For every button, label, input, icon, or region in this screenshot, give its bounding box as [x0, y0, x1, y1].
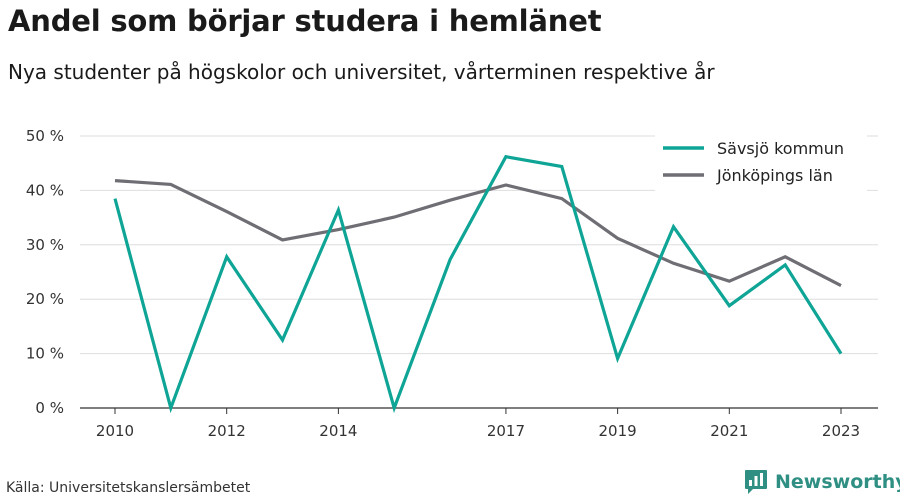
- series-line-1: [114, 179, 842, 288]
- source-note: Källa: Universitetskanslersämbetet: [6, 480, 251, 496]
- y-tick-label: 0 %: [35, 399, 64, 417]
- y-tick-label: 20 %: [26, 290, 64, 308]
- x-tick-label: 2010: [96, 422, 134, 440]
- newsworthy-logo-icon: [745, 470, 767, 494]
- x-tick-label: 2019: [599, 422, 637, 440]
- chart-title: Andel som börjar studera i hemlänet: [8, 4, 602, 38]
- x-tick-label: 2017: [487, 422, 525, 440]
- brand-name: Newsworthy: [775, 471, 900, 493]
- y-tick-label: 50 %: [26, 127, 64, 145]
- y-tick-label: 40 %: [26, 181, 64, 199]
- brand-logo: Newsworthy: [744, 469, 900, 495]
- series-line-0: [113, 154, 843, 414]
- x-tick-label: 2014: [319, 422, 357, 440]
- legend-background: [655, 127, 867, 192]
- y-tick-label: 10 %: [26, 345, 64, 363]
- x-tick-label: 2012: [208, 422, 246, 440]
- legend-label: Jönköpings län: [716, 166, 833, 185]
- chart-subtitle: Nya studenter på högskolor och universit…: [8, 60, 715, 84]
- y-tick-label: 30 %: [26, 236, 64, 254]
- x-tick-label: 2021: [710, 422, 748, 440]
- x-tick-label: 2023: [822, 422, 860, 440]
- legend-label: Sävsjö kommun: [717, 139, 844, 158]
